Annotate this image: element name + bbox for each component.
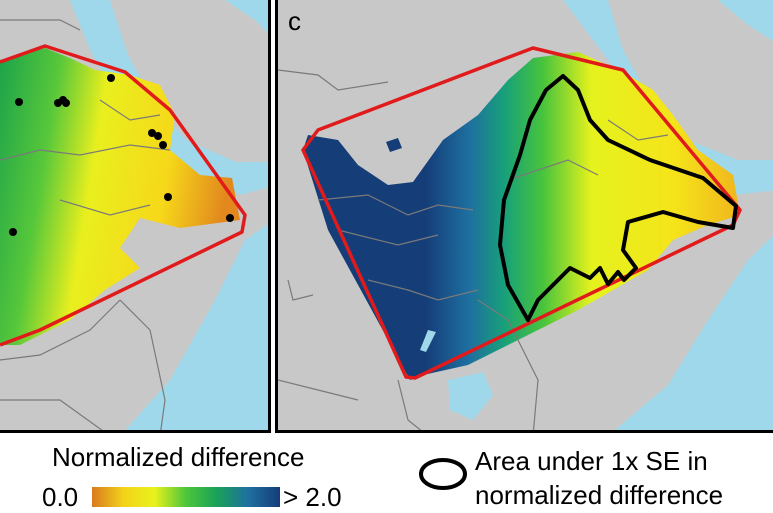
legend-title: Normalized difference bbox=[52, 442, 305, 472]
map-panel-left bbox=[0, 0, 271, 433]
se-legend-line-2: normalized difference bbox=[475, 480, 724, 510]
heatmap-right bbox=[303, 52, 740, 380]
sample-points bbox=[9, 74, 234, 236]
map-panel-right: c bbox=[275, 0, 773, 433]
red-sea-right bbox=[563, 0, 773, 195]
country-borders-right bbox=[278, 69, 669, 430]
se-contour bbox=[498, 74, 738, 322]
legend-max-label: > 2.0 bbox=[283, 482, 342, 512]
gulf-water-right bbox=[718, 0, 773, 42]
red-sea bbox=[70, 0, 268, 195]
colorbar bbox=[92, 487, 280, 507]
convex-hull-left bbox=[0, 44, 247, 347]
se-contour-key-icon bbox=[419, 458, 467, 490]
country-borders-left bbox=[0, 19, 171, 430]
map-left bbox=[0, 0, 268, 430]
heatmap-patch bbox=[386, 138, 402, 152]
gulf-water bbox=[225, 0, 268, 34]
legend-min-label: 0.0 bbox=[42, 482, 79, 512]
lake-right bbox=[420, 330, 436, 352]
map-right bbox=[278, 0, 773, 430]
heatmap-left bbox=[0, 48, 240, 345]
ocean bbox=[125, 224, 268, 430]
ocean-right bbox=[615, 235, 773, 430]
panel-label-c: c bbox=[288, 6, 301, 36]
se-legend-line-1: Area under 1x SE in bbox=[475, 446, 708, 476]
lake-victoria bbox=[448, 372, 493, 420]
